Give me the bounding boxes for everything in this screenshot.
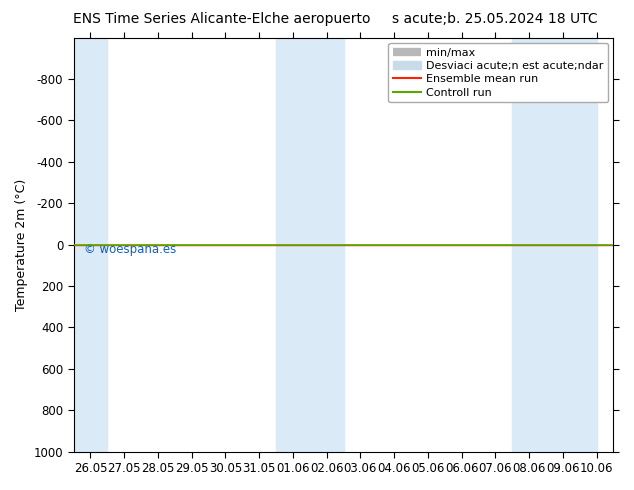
Text: ENS Time Series Alicante-Elche aeropuerto: ENS Time Series Alicante-Elche aeropuert… bbox=[73, 12, 371, 26]
Text: s acute;b. 25.05.2024 18 UTC: s acute;b. 25.05.2024 18 UTC bbox=[392, 12, 597, 26]
Bar bbox=[512, 38, 597, 452]
Bar bbox=[74, 38, 107, 452]
Bar bbox=[276, 38, 344, 452]
Text: © woespana.es: © woespana.es bbox=[84, 243, 177, 256]
Legend: min/max, Desviaci acute;n est acute;ndar, Ensemble mean run, Controll run: min/max, Desviaci acute;n est acute;ndar… bbox=[388, 43, 608, 102]
Y-axis label: Temperature 2m (°C): Temperature 2m (°C) bbox=[15, 178, 28, 311]
